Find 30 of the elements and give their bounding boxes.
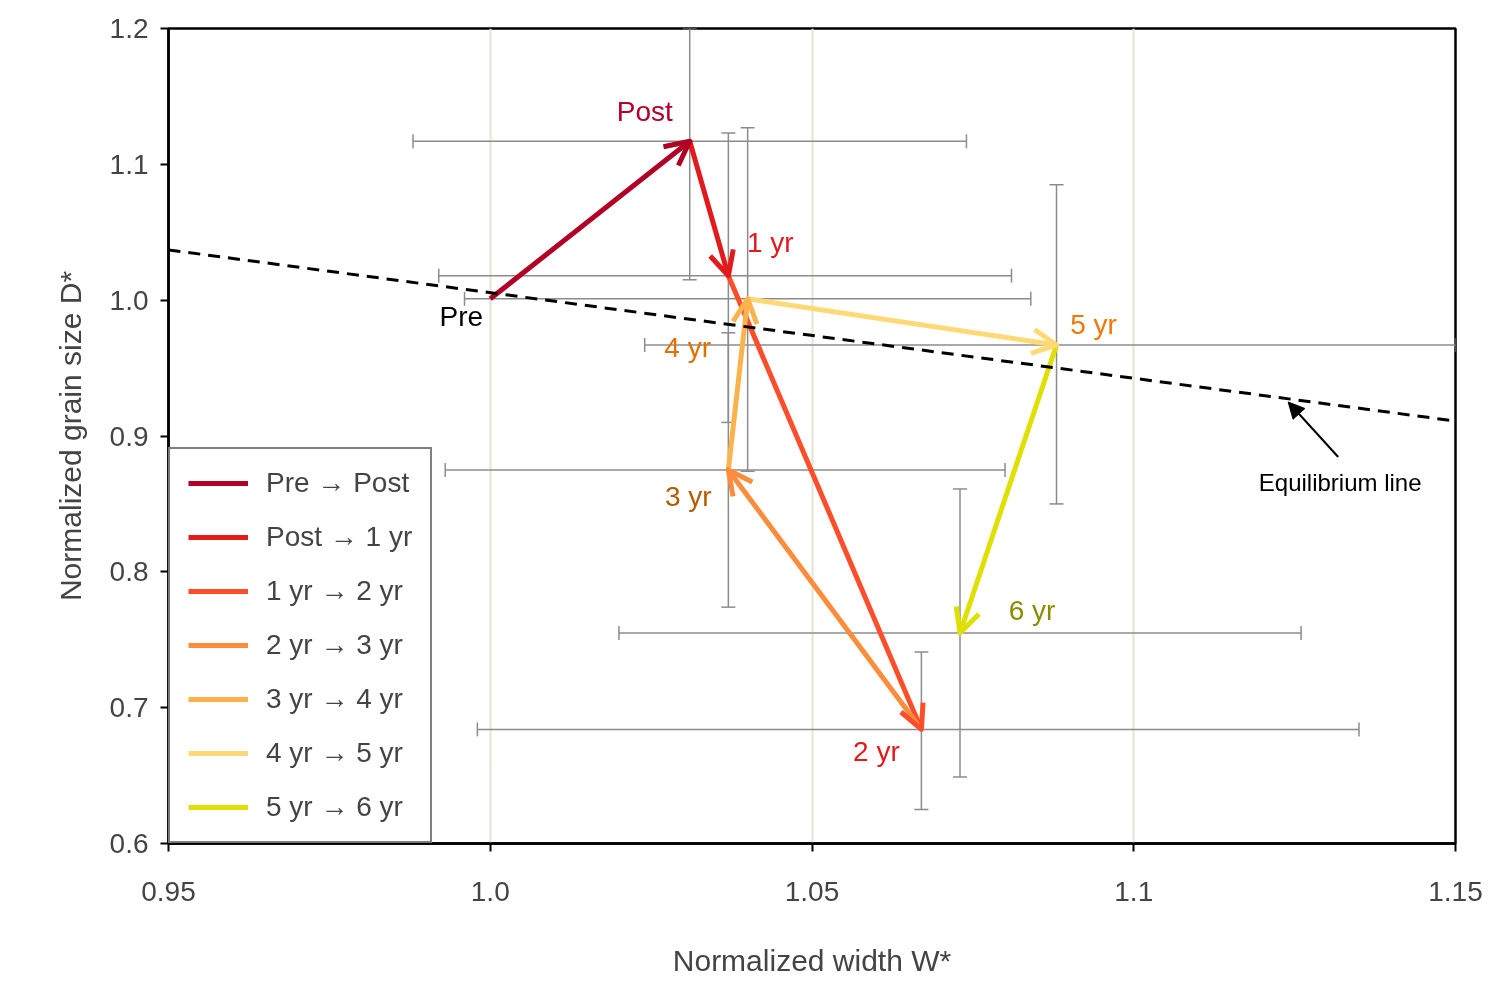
annotation: 3 yr [665,481,712,513]
y-tick-label: 1.2 [109,13,149,44]
annotation: 5 yr [1070,309,1117,341]
y-tick-label: 1.0 [109,284,149,316]
legend-label: 3 yr → 4 yr [266,683,403,715]
annotation: 1 yr [747,227,794,259]
annotation: Post [616,95,673,127]
legend-label: Pre → Post [266,467,410,499]
annotation: 6 yr [1008,595,1056,627]
y-tick-label: 0.8 [109,556,149,588]
annotation: Pre [439,301,484,333]
legend-label: 5 yr → 6 yr [266,791,403,823]
x-tick-label: 1.1 [1114,875,1154,907]
annotation: Equilibrium line [1258,468,1422,496]
legend-label: 1 yr → 2 yr [266,575,403,607]
annotation: 2 yr [853,735,900,767]
x-tick-label: 1.0 [470,875,510,907]
y-tick-label: 0.6 [109,828,149,859]
annotation: 4 yr [664,332,711,364]
x-tick-label: 1.15 [1428,875,1483,907]
legend-label: 4 yr → 5 yr [266,737,403,769]
y-tick-label: 0.7 [109,692,149,724]
x-axis-title: Normalized width W* [672,943,952,977]
y-axis-title: Normalized grain size D* [53,270,87,602]
legend-label: Post → 1 yr [266,521,413,553]
x-tick-label: 0.95 [141,875,196,907]
legend-label: 2 yr → 3 yr [266,629,403,661]
x-tick-label: 1.05 [784,875,840,907]
y-tick-label: 1.1 [109,148,149,180]
y-tick-label: 0.9 [109,420,149,452]
